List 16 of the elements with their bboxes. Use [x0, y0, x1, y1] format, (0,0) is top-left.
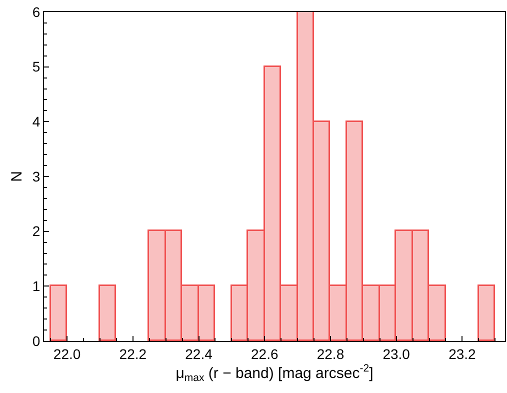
y-tick-label: 1: [32, 278, 40, 294]
x-tick-label: 22.8: [316, 346, 344, 362]
x-tick-label: 23.2: [448, 346, 476, 362]
y-tick-label: 2: [32, 223, 40, 240]
y-tick-label: 5: [32, 58, 40, 75]
x-tick-label: 22.0: [53, 346, 81, 362]
x-axis-title: μ$_{max}$ (r − band) [mag arcsec$^{-2}$]: [176, 362, 374, 384]
y-tick-label: 4: [32, 114, 40, 130]
x-tick-label: 22.4: [185, 346, 213, 362]
x-tick-label: 22.6: [250, 346, 278, 362]
x-tick-label: 22.2: [119, 346, 147, 362]
x-tick-label: 23.0: [382, 346, 410, 362]
y-tick-label: 0: [32, 332, 40, 349]
y-tick-label: 6: [32, 4, 40, 20]
y-tick-label: 3: [32, 168, 40, 184]
y-axis-title: N: [8, 171, 26, 182]
